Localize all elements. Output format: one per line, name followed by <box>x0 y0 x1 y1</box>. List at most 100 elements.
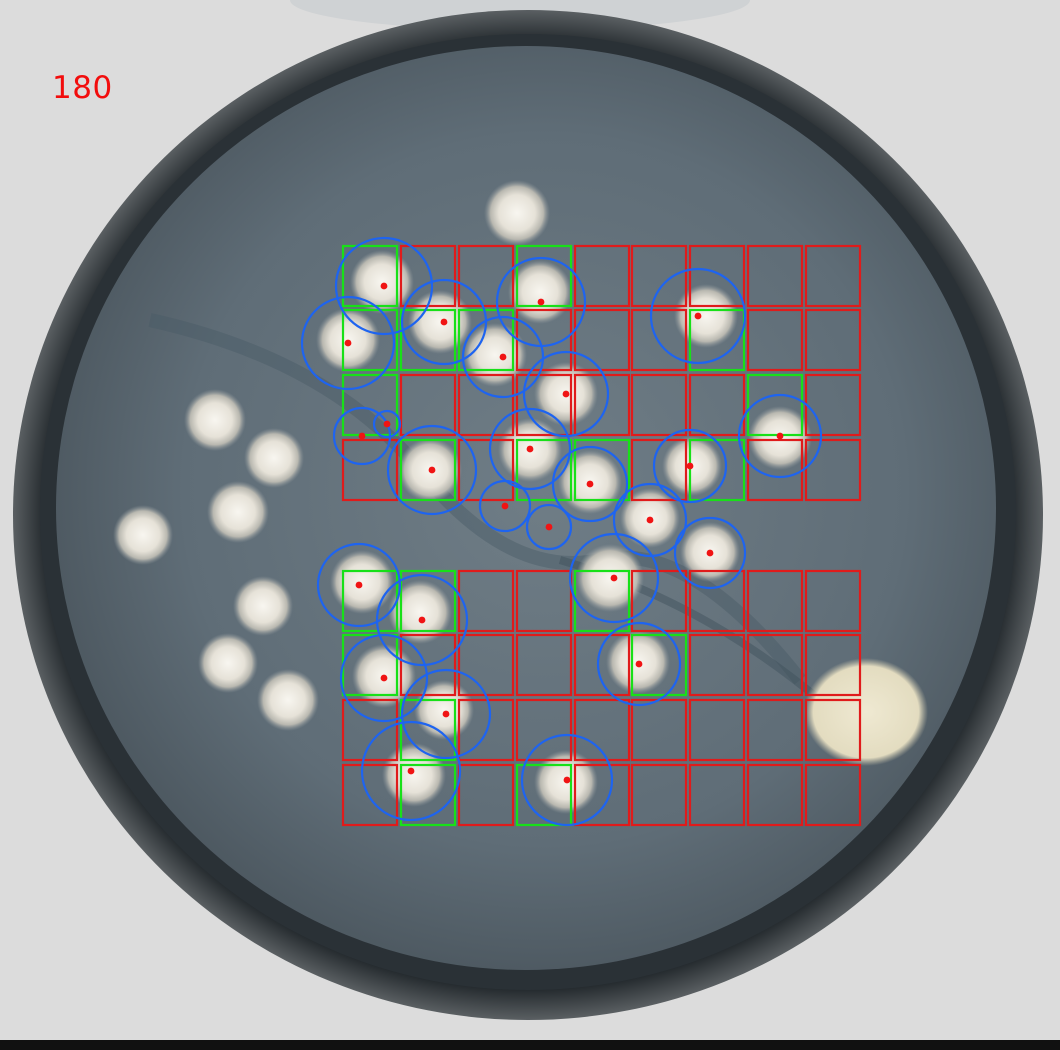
detection-circle <box>612 482 688 558</box>
grid-cell-empty <box>804 698 862 762</box>
agar-streak <box>148 313 806 685</box>
grid-cell-empty <box>630 308 688 372</box>
grid-cell-empty <box>804 438 862 502</box>
colony <box>508 260 572 324</box>
detection-circle <box>649 267 747 365</box>
detection-circle <box>596 621 682 707</box>
grid-cell-empty <box>688 698 746 762</box>
colony <box>674 284 738 348</box>
colony-center-dot <box>358 432 366 440</box>
colony-center-dot <box>383 420 391 428</box>
colony-center-dot <box>610 574 618 582</box>
colony <box>184 389 246 451</box>
grid-cell-empty <box>630 244 688 308</box>
colony-center-dot <box>586 480 594 488</box>
grid-cell-empty <box>688 244 746 308</box>
detection-circle <box>522 350 610 438</box>
colony-center-dot <box>537 298 545 306</box>
detection-circle <box>568 532 660 624</box>
grid-cell-empty <box>688 633 746 697</box>
grid-cell-occupied <box>399 698 457 762</box>
grid-cell-empty <box>804 308 862 372</box>
detection-circle <box>400 278 488 366</box>
colony <box>350 250 414 314</box>
grid-cell-empty <box>630 569 688 633</box>
agar-surface <box>56 46 996 970</box>
grid-cell-empty <box>399 633 457 697</box>
colony-center-dot <box>440 318 448 326</box>
grid-cell-empty <box>746 308 804 372</box>
grid-cell-empty <box>457 373 515 437</box>
grid-cell-empty <box>573 373 631 437</box>
colony-center-dot <box>706 549 714 557</box>
colony-center-dot <box>635 660 643 668</box>
grid-cell-occupied <box>341 244 399 308</box>
colony-center-dot <box>499 353 507 361</box>
grid-cell-empty <box>746 244 804 308</box>
grid-cell-occupied <box>399 763 457 827</box>
grid-cell-occupied <box>341 308 399 372</box>
grid-cell-empty <box>746 569 804 633</box>
grid-cell-empty <box>804 633 862 697</box>
colony <box>330 550 394 614</box>
detection-circle <box>478 479 532 533</box>
detection-circle <box>673 516 747 590</box>
detection-circle <box>737 393 823 479</box>
grid-cell-occupied <box>515 438 573 502</box>
detection-circle <box>300 295 396 391</box>
detection-circle <box>372 409 402 439</box>
detection-circle <box>461 315 545 399</box>
grid-cell-empty <box>804 244 862 308</box>
grid-cell-empty <box>515 633 573 697</box>
grid-cell-empty <box>630 438 688 502</box>
grid-cell-occupied <box>688 308 746 372</box>
grid-cell-empty <box>746 763 804 827</box>
colony-center-dot <box>442 710 450 718</box>
grid-cell-empty <box>688 763 746 827</box>
colony-center-dot <box>563 776 571 784</box>
grid-cell-empty <box>573 633 631 697</box>
grid-cell-empty <box>457 244 515 308</box>
colony-center-dot <box>686 462 694 470</box>
detection-circle <box>652 428 728 504</box>
grid-cell-empty <box>630 373 688 437</box>
colony <box>198 633 258 693</box>
grid-cell-empty <box>804 569 862 633</box>
colony <box>244 428 304 488</box>
colony-center-dot <box>646 516 654 524</box>
grid-cell-empty <box>457 698 515 762</box>
grid-cell-empty <box>688 373 746 437</box>
detection-circle <box>400 668 492 760</box>
colony-center-dot <box>380 674 388 682</box>
detection-circle <box>525 503 573 551</box>
bottom-shadow <box>0 1040 1060 1050</box>
detection-circle <box>316 542 402 628</box>
grid-cell-empty <box>341 763 399 827</box>
grid-cell-empty <box>457 438 515 502</box>
grid-cell-occupied <box>630 633 688 697</box>
colony <box>576 544 644 612</box>
colony-center-dot <box>344 339 352 347</box>
colony <box>257 669 319 731</box>
grid-cell-empty <box>804 763 862 827</box>
grid-cell-occupied <box>688 438 746 502</box>
grid-cell-empty <box>630 763 688 827</box>
grid-cell-occupied <box>515 244 573 308</box>
grid-cell-empty <box>746 698 804 762</box>
colony <box>388 580 452 644</box>
grid-cell-occupied <box>341 373 399 437</box>
colony-center-dot <box>418 616 426 624</box>
grid-cell-empty <box>515 373 573 437</box>
colony-count-label: 180 <box>52 70 113 106</box>
colony-center-dot <box>380 282 388 290</box>
colony-center-dot <box>355 581 363 589</box>
detection-circle <box>339 633 429 723</box>
grid-cell-occupied <box>746 373 804 437</box>
grid-cell-empty <box>457 763 515 827</box>
detection-circle <box>488 407 572 491</box>
grid-cell-empty <box>573 308 631 372</box>
detection-circle <box>386 424 478 516</box>
colony <box>233 576 293 636</box>
